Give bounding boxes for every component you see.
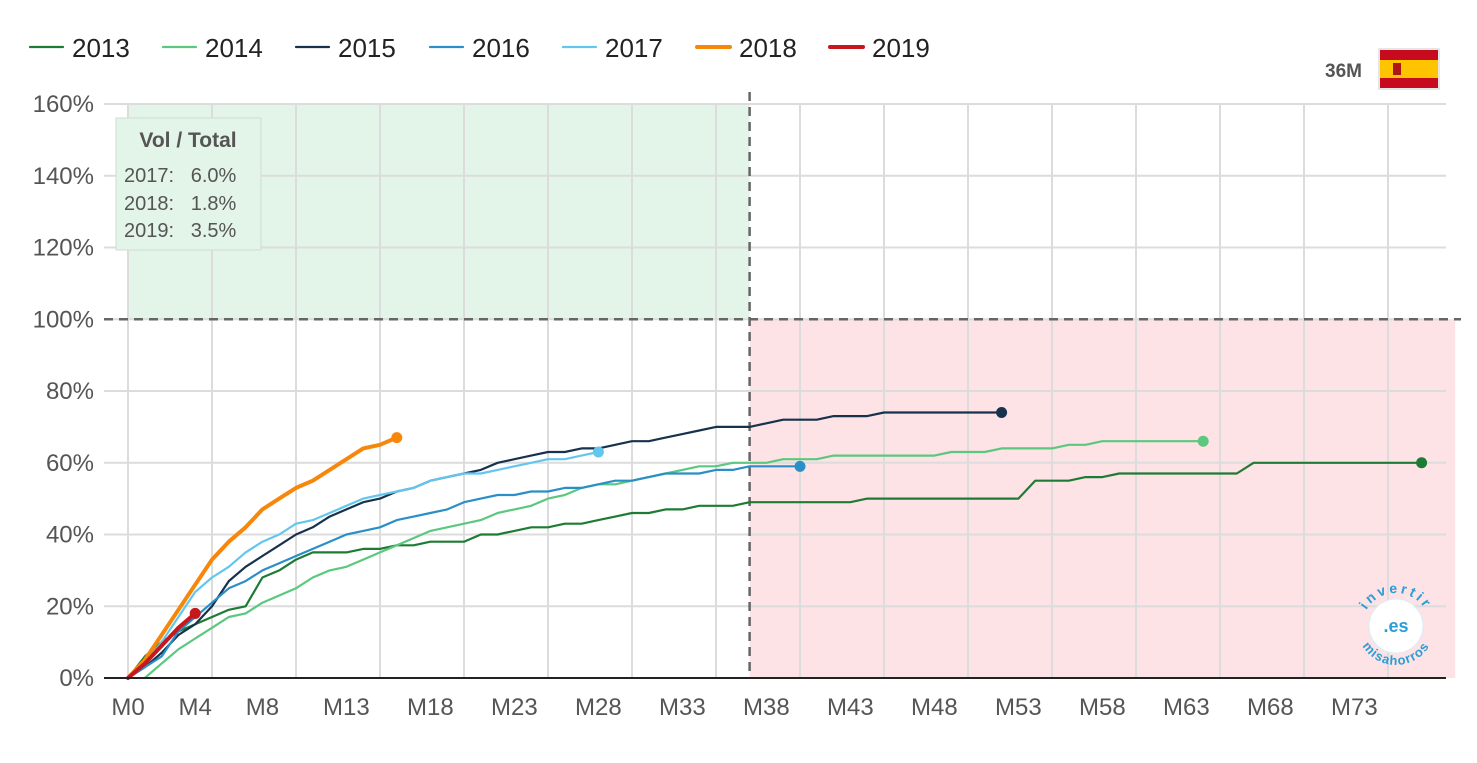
- series-endpoint-2016: [794, 460, 806, 472]
- flag-stripe-top: [1380, 50, 1438, 60]
- x-tick-label: M28: [575, 694, 622, 721]
- x-tick-label: M18: [407, 694, 454, 721]
- x-tick-label: M13: [323, 694, 370, 721]
- x-tick-label: M73: [1331, 694, 1378, 721]
- legend-label-2014: 2014: [205, 33, 263, 63]
- x-tick-label: M48: [911, 694, 958, 721]
- info-box-line-2017: 2017: 6.0%: [124, 165, 237, 187]
- spain-flag-icon: [1378, 48, 1440, 90]
- y-tick-label: 40%: [46, 522, 94, 549]
- y-tick-label: 80%: [46, 378, 94, 405]
- series-endpoint-2013: [1416, 457, 1428, 469]
- x-tick-label: M38: [743, 694, 790, 721]
- series-line-2015: [126, 411, 1003, 680]
- legend-label-2016: 2016: [472, 33, 530, 63]
- info-box-frame: [115, 117, 262, 251]
- series-line-2014: [143, 440, 1205, 680]
- x-tick-label: M8: [246, 694, 279, 721]
- invertir-misahorros-logo: invertir .es misahorros: [1356, 580, 1433, 668]
- series-endpoint-2018: [391, 432, 403, 444]
- chart-grid: [104, 103, 1446, 678]
- y-tick-label: 0%: [59, 665, 94, 692]
- horizon-tag: 36M: [1325, 61, 1362, 82]
- x-tick-label: M43: [827, 694, 874, 721]
- series-line-2018: [126, 435, 399, 680]
- series-endpoint-2015: [996, 407, 1008, 419]
- x-tick-label: M53: [995, 694, 1042, 721]
- x-tick-label: M33: [659, 694, 706, 721]
- y-tick-label: 120%: [33, 235, 94, 262]
- series-line-2013: [126, 461, 1423, 680]
- x-tick-label: M4: [179, 694, 212, 721]
- x-tick-label: M0: [111, 694, 144, 721]
- series-line-2017: [126, 450, 600, 680]
- chart-legend: 2013 2014 2015 2016 2017 2018 2019: [28, 33, 930, 63]
- legend-label-2019: 2019: [872, 33, 930, 63]
- series-endpoint-2017: [592, 446, 604, 458]
- info-box-title: Vol / Total: [139, 129, 236, 152]
- series-endpoint-2014: [1197, 435, 1209, 447]
- chart-regions: [128, 104, 1456, 678]
- y-tick-label: 60%: [46, 450, 94, 477]
- x-tick-label: M68: [1247, 694, 1294, 721]
- y-tick-label: 100%: [33, 306, 94, 333]
- y-tick-label: 160%: [33, 91, 94, 118]
- legend-label-2017: 2017: [605, 33, 663, 63]
- info-box: Vol / Total 2017: 6.0% 2018: 1.8% 2019: …: [115, 117, 262, 251]
- legend-label-2013: 2013: [72, 33, 130, 63]
- flag-stripe-bottom: [1380, 78, 1438, 88]
- series-line-2016: [126, 465, 802, 680]
- x-tick-label: M23: [491, 694, 538, 721]
- series-endpoint-2019: [189, 607, 201, 619]
- logo-text-center: .es: [1383, 616, 1408, 636]
- legend-label-2018: 2018: [739, 33, 797, 63]
- logo-circle: [1368, 598, 1424, 654]
- info-box-line-2019: 2019: 3.5%: [124, 220, 237, 242]
- x-tick-label: M63: [1163, 694, 1210, 721]
- chart-axes: 0% 20% 40% 60% 80% 100% 120% 140% 160% M0 M4 M8 M13 M…: [33, 91, 1446, 721]
- flag-coat-of-arms: [1393, 63, 1401, 75]
- series-line-2019: [126, 611, 198, 680]
- chart-series: [126, 407, 1428, 680]
- reference-lines: [104, 92, 1461, 678]
- x-tick-label: M58: [1079, 694, 1126, 721]
- legend-label-2015: 2015: [338, 33, 396, 63]
- lower-right-zone: [749, 319, 1456, 678]
- flag-stripe-middle: [1380, 60, 1438, 78]
- y-tick-label: 20%: [46, 593, 94, 620]
- y-tick-label: 140%: [33, 163, 94, 190]
- info-box-line-2018: 2018: 1.8%: [124, 193, 237, 215]
